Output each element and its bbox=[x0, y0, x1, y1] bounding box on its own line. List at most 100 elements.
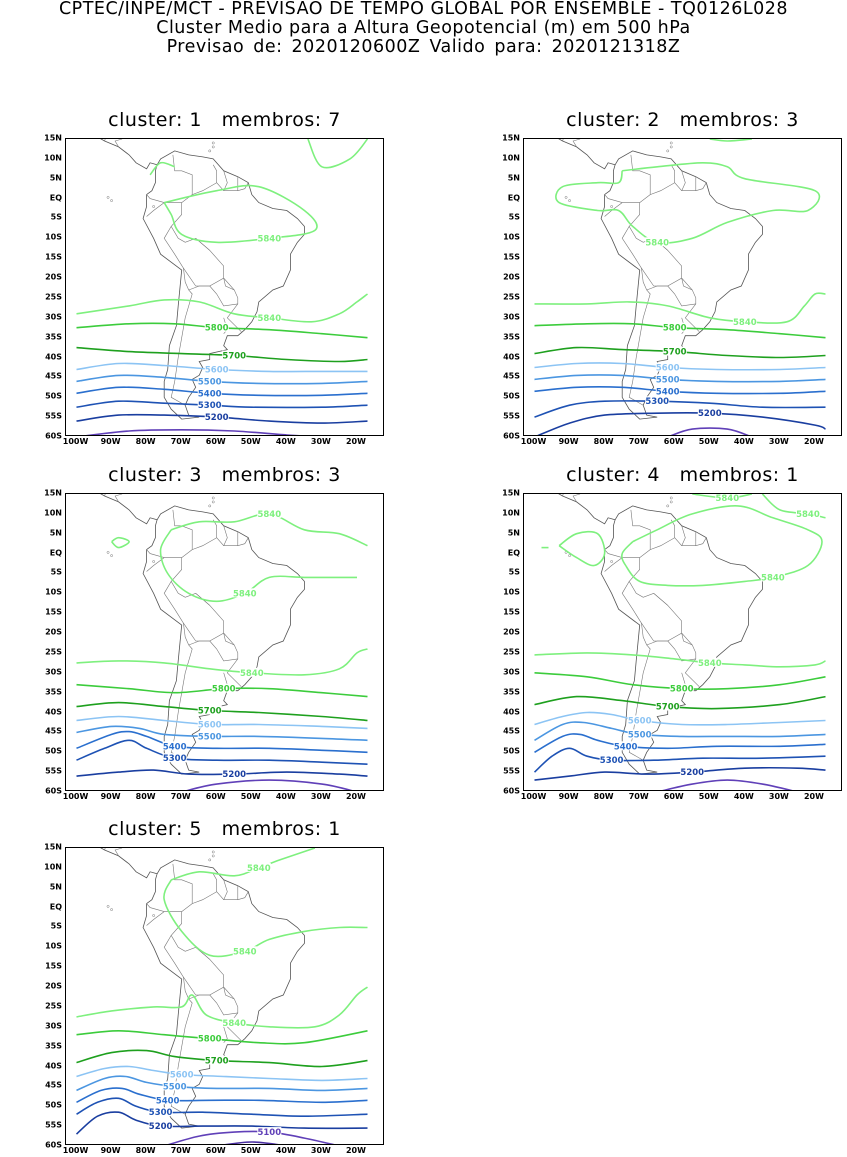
island-mark bbox=[106, 905, 110, 908]
country-border bbox=[572, 139, 581, 148]
geopotential-map: 5840584058405800570056005500540053005200… bbox=[75, 848, 368, 1144]
island-mark bbox=[152, 560, 155, 563]
contour-label: 5800 bbox=[670, 685, 694, 695]
longitude-axis: 100W 90W 80W 70W 60W 50W 40W 30W 20W bbox=[520, 792, 842, 802]
latitude-axis: 15N 10N 5N EQ 5S 10S 15S 20S 25S 30S 35S 40S 45S 50S 5… bbox=[35, 489, 62, 796]
contour-5500 bbox=[76, 725, 368, 742]
latitude-tick-label: 55S bbox=[45, 766, 62, 776]
island-mark bbox=[106, 551, 110, 554]
contour-5840 bbox=[307, 139, 369, 169]
contour-label-bg bbox=[257, 233, 282, 243]
contour-label: 5700 bbox=[656, 703, 680, 713]
latitude-tick-label: 25S bbox=[45, 292, 62, 302]
island-mark bbox=[152, 914, 155, 917]
contour-label: 5400 bbox=[198, 389, 222, 399]
country-border bbox=[681, 525, 686, 546]
latitude-tick-label: 5S bbox=[50, 212, 62, 222]
country-border bbox=[209, 994, 238, 1016]
contour-label-bg bbox=[204, 364, 229, 374]
contour-label: 5840 bbox=[233, 947, 257, 957]
country-border bbox=[163, 581, 193, 761]
country-border bbox=[183, 622, 210, 642]
country-border bbox=[604, 557, 623, 572]
latitude-tick-label: 25S bbox=[45, 647, 62, 657]
longitude-tick-label: 60W bbox=[663, 437, 684, 446]
latitude-tick-label: 15S bbox=[503, 252, 520, 262]
latitude-tick-label: 15N bbox=[44, 488, 62, 498]
contour-label: 5200 bbox=[222, 770, 246, 780]
coastline bbox=[558, 139, 763, 420]
longitude-tick-label: 30W bbox=[310, 792, 331, 801]
contour-5840 bbox=[709, 139, 752, 142]
country-border bbox=[146, 549, 182, 558]
longitude-tick-label: 40W bbox=[275, 1146, 296, 1155]
header-line-1: CPTEC/INPE/MCT - PREVISAO DE TEMPO GLOBA… bbox=[58, 0, 789, 19]
contour-5300 bbox=[76, 739, 368, 765]
country-border bbox=[170, 903, 242, 1041]
longitude-tick-label: 50W bbox=[240, 437, 261, 446]
latitude-axis: 15N 10N 5N EQ 5S 10S 15S 20S 25S 30S 35S 40S 45S 50S 5… bbox=[493, 134, 520, 441]
country-border bbox=[146, 557, 165, 572]
country-border bbox=[209, 632, 235, 646]
map-frame: 5840 5840 5800 5700 5600 5500 5400 5300 5200 bbox=[523, 138, 842, 436]
contour-label-bg bbox=[197, 376, 222, 386]
country-border bbox=[630, 509, 651, 550]
contour-label: 5200 bbox=[698, 409, 722, 419]
longitude-tick-label: 60W bbox=[663, 792, 684, 801]
contour-5840 bbox=[621, 505, 823, 587]
contour-label: 5400 bbox=[614, 742, 638, 752]
longitude-tick-label: 100W bbox=[520, 792, 547, 801]
island-mark bbox=[211, 500, 215, 504]
latitude-tick-label: 10S bbox=[503, 232, 520, 242]
contour-label: 5200 bbox=[149, 1122, 173, 1132]
latitude-tick-label: 5N bbox=[49, 528, 62, 538]
contour-label-bg bbox=[162, 753, 187, 763]
country-border bbox=[170, 194, 242, 332]
longitude-axis: 100W 90W 80W 70W 60W 50W 40W 30W 20W bbox=[63, 437, 384, 447]
latitude-tick-label: EQ bbox=[49, 193, 62, 203]
contour-label-bg bbox=[760, 572, 785, 582]
contour-label: 5300 bbox=[198, 401, 222, 411]
country-border bbox=[621, 226, 651, 406]
country-border bbox=[223, 170, 228, 191]
contour-label: 5840 bbox=[761, 573, 785, 583]
contour-label-bg bbox=[627, 715, 652, 725]
longitude-tick-label: 50W bbox=[240, 1146, 261, 1155]
contour-5840 bbox=[534, 292, 826, 324]
contour-5840 bbox=[111, 536, 130, 549]
contour-label: 5400 bbox=[163, 742, 187, 752]
contour-label-bg bbox=[645, 237, 670, 247]
island-mark bbox=[208, 504, 212, 508]
longitude-tick-label: 70W bbox=[170, 437, 191, 446]
country-border bbox=[172, 863, 193, 904]
latitude-tick-label: 5N bbox=[507, 528, 520, 538]
latitude-tick-label: 15S bbox=[45, 961, 62, 971]
contour-label: 5700 bbox=[222, 352, 246, 362]
contour-label-bg bbox=[204, 322, 229, 332]
longitude-tick-label: 40W bbox=[275, 437, 296, 446]
contour-label-bg bbox=[232, 588, 257, 598]
contour-label: 5100 bbox=[257, 1128, 281, 1138]
country-border bbox=[216, 537, 249, 546]
latitude-tick-label: 60S bbox=[45, 786, 62, 796]
contour-label: 5840 bbox=[715, 494, 739, 504]
map-panel-cluster-5: cluster: 5 membros: 1 5840 5840 5840 5800 570… bbox=[44, 818, 384, 1155]
contour-label-bg bbox=[162, 1081, 187, 1091]
latitude-tick-label: EQ bbox=[507, 548, 520, 558]
longitude-tick-label: 50W bbox=[240, 792, 261, 801]
longitude-tick-label: 80W bbox=[593, 792, 614, 801]
map-panel-cluster-3: cluster: 3 membros: 3 5840 5840 5840 5800 570… bbox=[44, 464, 384, 801]
longitude-tick-label: 70W bbox=[170, 1146, 191, 1155]
longitude-tick-label: 70W bbox=[628, 792, 649, 801]
latitude-tick-label: 10S bbox=[503, 587, 520, 597]
contour-5840 bbox=[149, 161, 175, 176]
contour-label: 5300 bbox=[163, 754, 187, 764]
contour-label: 5840 bbox=[247, 864, 271, 874]
country-border bbox=[667, 285, 696, 307]
island-mark bbox=[110, 908, 113, 911]
island-mark bbox=[564, 196, 568, 199]
contour-label: 5840 bbox=[257, 234, 281, 244]
latitude-axis: 15N 10N 5N EQ 5S 10S 15S 20S 25S 30S 35S 40S 45S 50S 5… bbox=[493, 489, 520, 796]
island-mark bbox=[110, 554, 113, 557]
contour-label: 5840 bbox=[257, 510, 281, 520]
